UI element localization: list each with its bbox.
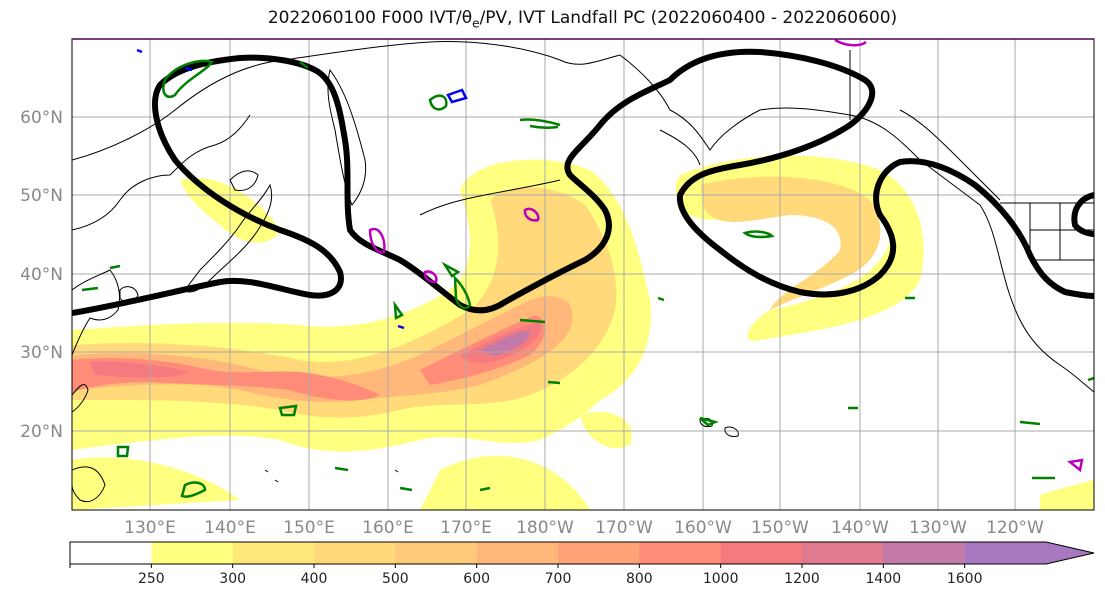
colorbar-cell — [720, 542, 803, 564]
colorbar-cell — [151, 542, 234, 564]
colorbar-cell — [964, 542, 1047, 564]
longitude-labels: 130°E 140°E 150°E 160°E 170°E 180°W 170°… — [124, 518, 1044, 538]
colorbar-tick-label: 600 — [463, 571, 490, 587]
colorbar-tick-label: 1400 — [866, 571, 902, 587]
colorbar-tick-label: 400 — [301, 571, 328, 587]
colorbar-cell — [232, 542, 315, 564]
colorbar-cell — [395, 542, 478, 564]
theta-e-magenta-contours — [368, 39, 1084, 473]
colorbar-cell — [70, 542, 152, 564]
colorbar-tick-label: 300 — [219, 571, 246, 587]
lon-label: 180°W — [516, 518, 574, 538]
theta-e-blue-contours — [136, 48, 468, 330]
colorbar-cell — [558, 542, 640, 564]
lon-label: 140°E — [204, 518, 256, 538]
lon-label: 150°E — [283, 518, 335, 538]
colorbar-cell — [639, 542, 722, 564]
lon-label: 170°W — [595, 518, 653, 538]
colorbar-cell — [314, 542, 396, 564]
colorbar-tick-label: 500 — [382, 571, 409, 587]
lon-label: 140°W — [831, 518, 889, 538]
colorbar-tick-label: 1600 — [947, 571, 983, 587]
lon-label: 130°E — [124, 518, 176, 538]
ivt-shading — [72, 155, 1094, 510]
colorbar-cell — [802, 542, 884, 564]
map-title: 2022060100 F000 IVT/θe/PV, IVT Landfall … — [267, 8, 898, 31]
colorbar-cells — [70, 542, 1094, 564]
colorbar-tick-label: 250 — [138, 571, 165, 587]
pv-contours — [72, 48, 1094, 316]
lon-label: 160°E — [362, 518, 414, 538]
lon-label: 170°E — [440, 518, 492, 538]
colorbar-cell — [883, 542, 966, 564]
lon-label: 120°W — [986, 518, 1044, 538]
colorbar-extension — [1046, 542, 1094, 564]
lon-label: 160°W — [674, 518, 732, 538]
colorbar-tick-label: 700 — [545, 571, 572, 587]
colorbar: 250 300 400 500 600 700 800 1000 1200 1400 1600 — [69, 541, 1095, 587]
lat-label: 30°N — [20, 343, 63, 363]
lat-label: 60°N — [20, 108, 63, 128]
colorbar-tick-label: 1000 — [703, 571, 739, 587]
colorbar-tick-label: 1200 — [784, 571, 820, 587]
colorbar-outline — [69, 541, 1095, 565]
coastlines — [72, 41, 1094, 503]
theta-e-contours — [81, 59, 1094, 498]
colorbar-tick-label: 800 — [626, 571, 653, 587]
colorbar-cell — [476, 542, 559, 564]
lat-label: 50°N — [20, 186, 63, 206]
lat-label: 20°N — [20, 422, 63, 442]
lon-label: 150°W — [751, 518, 809, 538]
lat-label: 40°N — [20, 265, 63, 285]
colorbar-ticks: 250 300 400 500 600 700 800 1000 1200 1400 1600 — [69, 564, 983, 587]
lon-label: 130°W — [909, 518, 967, 538]
graticule — [72, 39, 1094, 510]
latitude-labels: 20°N 30°N 40°N 50°N 60°N — [20, 108, 63, 442]
